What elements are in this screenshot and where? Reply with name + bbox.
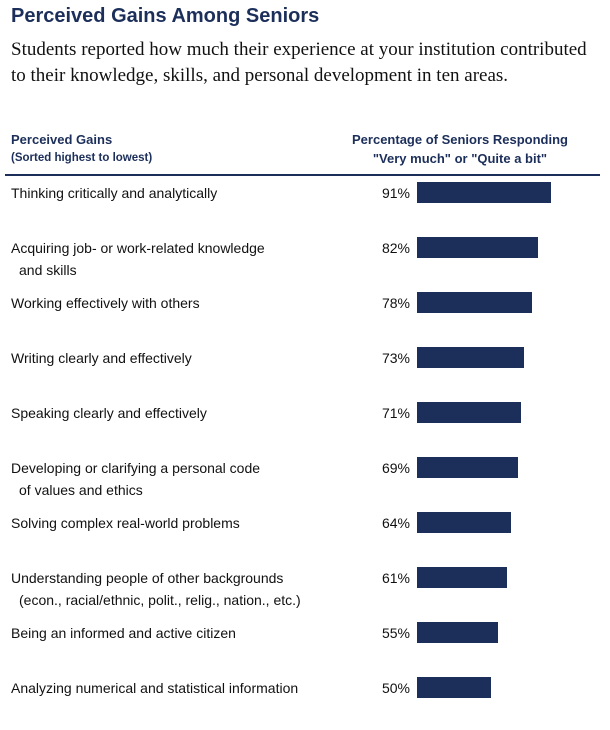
category-label-continuation: of values and ethics (19, 482, 143, 498)
category-label: Writing clearly and effectively (11, 347, 192, 369)
category-label: Working effectively with others (11, 292, 200, 314)
category-label: Solving complex real-world problems (11, 512, 240, 534)
bar (417, 182, 551, 203)
bar-row: Developing or clarifying a personal code… (0, 455, 610, 510)
data-label: 73% (381, 350, 410, 366)
category-label: Developing or clarifying a personal code… (11, 457, 260, 501)
data-label: 91% (381, 185, 410, 201)
column-header-gains: Perceived Gains (Sorted highest to lowes… (11, 130, 152, 168)
column-header-gains-title: Perceived Gains (11, 132, 113, 147)
bar (417, 567, 507, 588)
data-label: 55% (381, 625, 410, 641)
column-header-percentage: Percentage of Seniors Responding "Very m… (330, 130, 590, 168)
column-header-percentage-line1: Percentage of Seniors Responding (352, 132, 568, 147)
bar (417, 292, 532, 313)
category-label: Acquiring job- or work-related knowledge… (11, 237, 265, 281)
data-label: 64% (381, 515, 410, 531)
category-label-line: Solving complex real-world problems (11, 515, 240, 531)
category-label-line: Speaking clearly and effectively (11, 405, 207, 421)
category-label-line: Writing clearly and effectively (11, 350, 192, 366)
bar-row: Thinking critically and analytically 91% (0, 180, 610, 235)
data-label: 78% (381, 295, 410, 311)
category-label: Analyzing numerical and statistical info… (11, 677, 298, 699)
category-label: Being an informed and active citizen (11, 622, 236, 644)
category-label-continuation: (econ., racial/ethnic, polit., relig., n… (19, 592, 301, 608)
data-label: 82% (381, 240, 410, 256)
bar-row: Being an informed and active citizen 55% (0, 620, 610, 675)
category-label: Speaking clearly and effectively (11, 402, 207, 424)
category-label: Understanding people of other background… (11, 567, 301, 611)
column-header-gains-note: (Sorted highest to lowest) (11, 152, 153, 164)
category-label-line: Thinking critically and analytically (11, 185, 218, 201)
data-label: 71% (381, 405, 410, 421)
bar (417, 237, 538, 258)
bar-row: Analyzing numerical and statistical info… (0, 675, 610, 730)
category-label-line: Working effectively with others (11, 295, 200, 311)
bar-row: Acquiring job- or work-related knowledge… (0, 235, 610, 290)
bar (417, 622, 498, 643)
header-divider (5, 174, 600, 176)
chart-title: Perceived Gains Among Seniors (11, 5, 320, 27)
bar-row: Working effectively with others 78% (0, 290, 610, 345)
bar (417, 677, 491, 698)
bar (417, 457, 518, 478)
data-label: 50% (381, 680, 410, 696)
bar-row: Understanding people of other background… (0, 565, 610, 620)
category-label-line: Understanding people of other background… (11, 570, 284, 586)
data-label: 61% (381, 570, 410, 586)
bar (417, 402, 521, 423)
bar (417, 512, 511, 533)
bar-row: Writing clearly and effectively 73% (0, 345, 610, 400)
category-label: Thinking critically and analytically (11, 182, 217, 204)
category-label-line: Analyzing numerical and statistical info… (11, 680, 299, 696)
category-label-line: Being an informed and active citizen (11, 625, 236, 641)
data-label: 69% (381, 460, 410, 476)
bar-row: Speaking clearly and effectively 71% (0, 400, 610, 455)
column-header-percentage-line2: "Very much" or "Quite a bit" (372, 151, 548, 166)
category-label-line: Acquiring job- or work-related knowledge (11, 240, 265, 256)
category-label-continuation: and skills (19, 262, 77, 278)
bar-row: Solving complex real-world problems 64% (0, 510, 610, 565)
bar (417, 347, 524, 368)
category-label-line: Developing or clarifying a personal code (11, 460, 261, 476)
chart-subtitle: Students reported how much their experie… (11, 39, 587, 86)
